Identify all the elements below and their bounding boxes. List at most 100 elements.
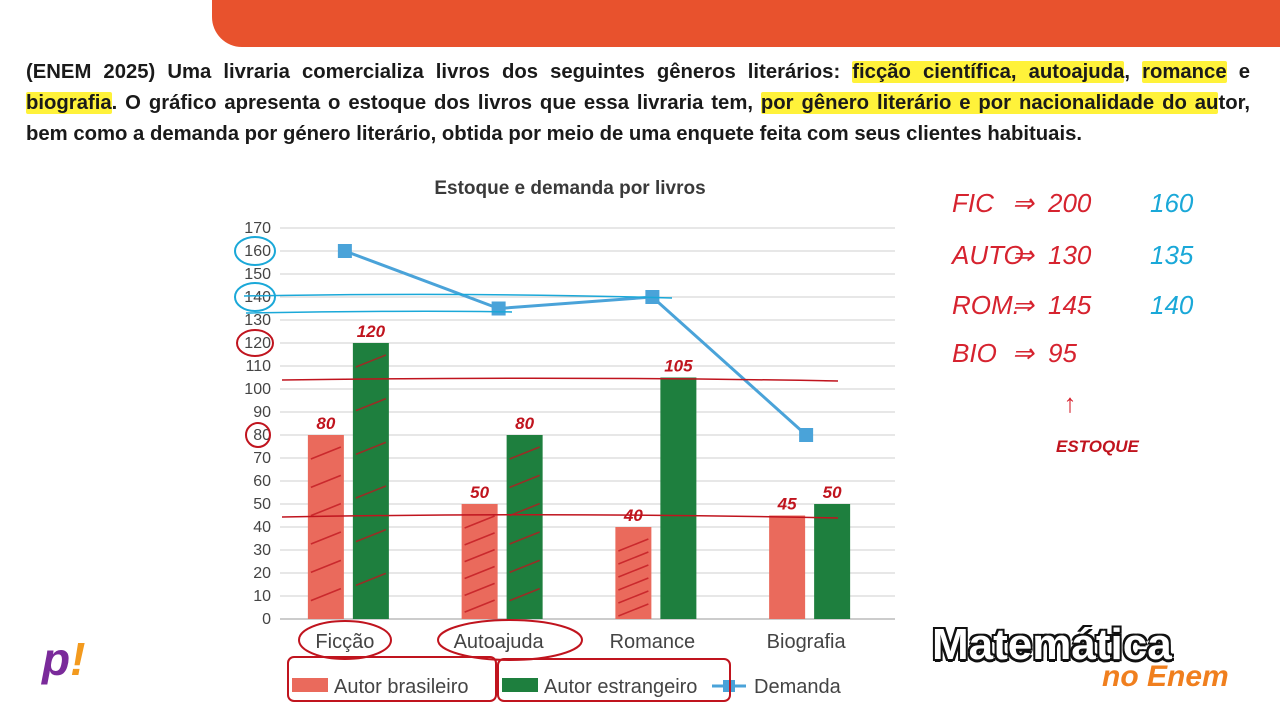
note-stock: 200 xyxy=(1047,188,1092,218)
question-part: (ENEM 2025) Uma livraria comercializa li… xyxy=(26,61,853,83)
legend-label: Demanda xyxy=(754,676,842,698)
y-tick-label: 20 xyxy=(253,565,271,582)
demand-point xyxy=(491,301,506,316)
hatch-mark xyxy=(464,599,495,613)
demand-line xyxy=(344,249,808,437)
brand-title: Matemática xyxy=(932,620,1172,669)
legend-label: Autor estrangeiro xyxy=(544,676,697,698)
x-tick-label: Autoajuda xyxy=(454,631,545,653)
note-label: AUTO xyxy=(950,240,1024,270)
bar xyxy=(352,343,389,619)
note-demand: 160 xyxy=(1150,188,1194,218)
y-tick-label: 110 xyxy=(245,358,271,375)
demand-point xyxy=(337,244,352,258)
tick-circle-blue xyxy=(234,282,276,312)
note-arrow: ⇒ xyxy=(1012,290,1035,320)
hatch-mark xyxy=(618,590,649,604)
y-tick-label: 130 xyxy=(244,312,271,329)
y-tick-label: 0 xyxy=(262,611,271,628)
hatch-mark xyxy=(355,354,387,368)
chart-title: Estoque e demanda por livros xyxy=(434,178,706,199)
x-tick-label: Romance xyxy=(610,631,696,653)
legend-swatch xyxy=(502,678,538,692)
y-tick-label: 10 xyxy=(253,588,271,605)
hatch-mark xyxy=(310,587,342,602)
y-tick-label: 140 xyxy=(244,289,271,306)
y-tick-label: 120 xyxy=(244,335,271,352)
x-tick-label: Ficção xyxy=(315,631,374,653)
brand-subtitle: no Enem xyxy=(1102,660,1229,693)
hatch-mark xyxy=(509,559,540,574)
question-highlight: romance xyxy=(1142,61,1227,83)
bar xyxy=(814,504,851,619)
logo-bang: ! xyxy=(70,633,86,685)
bar xyxy=(615,527,652,619)
hatch-mark xyxy=(509,587,540,602)
hatch-mark xyxy=(618,564,649,578)
guide-line-red xyxy=(281,377,839,382)
note-stock: 95 xyxy=(1048,338,1077,368)
note-arrow: ⇒ xyxy=(1012,338,1035,368)
hatch-mark xyxy=(509,502,540,517)
hatch-mark xyxy=(464,548,495,563)
hatch-mark xyxy=(464,565,495,580)
bar-value-label: 120 xyxy=(357,322,386,341)
bar xyxy=(307,435,344,619)
y-tick-label: 160 xyxy=(244,243,271,260)
y-tick-label: 170 xyxy=(244,220,271,237)
hatch-mark xyxy=(618,603,649,617)
brand-logo-icon: p! xyxy=(42,632,85,686)
question-highlight: por gênero literário e por nacionalidade… xyxy=(760,92,1219,114)
question-part: . O gráfico apresenta o estoque dos livr… xyxy=(111,92,761,114)
note-demand: 140 xyxy=(1150,290,1194,320)
bar-value-label: 80 xyxy=(515,414,534,433)
note-label: ROM. xyxy=(952,290,1020,320)
tick-circle-red xyxy=(245,422,271,448)
y-tick-label: 100 xyxy=(244,381,271,398)
tick-circle-red xyxy=(236,329,274,357)
hatch-mark xyxy=(310,531,342,545)
legend-box-red xyxy=(497,658,731,702)
y-tick-label: 40 xyxy=(253,519,271,536)
note-estoque: ESTOQUE xyxy=(1056,437,1139,456)
hatch-mark xyxy=(355,485,387,499)
note-arrow: ⇒ xyxy=(1012,240,1035,270)
logo-letter: p xyxy=(42,633,71,685)
hatch-mark xyxy=(355,441,387,456)
y-tick-label: 80 xyxy=(253,427,271,444)
y-tick-label: 90 xyxy=(253,404,271,421)
bar-value-label: 50 xyxy=(470,483,489,502)
hatch-mark xyxy=(618,538,649,552)
legend-label: Autor brasileiro xyxy=(334,676,469,698)
hatch-mark xyxy=(310,446,342,460)
category-circle xyxy=(298,620,392,660)
guide-line-blue xyxy=(243,293,673,314)
bar xyxy=(506,435,543,619)
note-demand: 135 xyxy=(1150,240,1194,270)
bar-value-label: 80 xyxy=(316,414,335,433)
hatch-mark xyxy=(310,502,342,517)
hatch-mark xyxy=(509,474,540,489)
y-tick-label: 70 xyxy=(253,450,271,467)
bar xyxy=(769,515,806,619)
bar-value-label: 50 xyxy=(823,483,842,502)
header-accent-band xyxy=(212,0,1280,47)
hatch-mark xyxy=(355,528,387,543)
guide-line-red xyxy=(281,513,839,519)
y-tick-label: 150 xyxy=(244,266,271,283)
bar-value-label: 45 xyxy=(777,495,797,514)
bar xyxy=(660,377,697,619)
hatch-mark xyxy=(464,532,495,546)
hatch-mark xyxy=(355,572,387,587)
note-stock: 145 xyxy=(1048,290,1092,320)
note-label: BIO xyxy=(952,338,997,368)
hatch-mark xyxy=(618,551,649,565)
hatch-mark xyxy=(310,559,342,574)
y-tick-label: 60 xyxy=(253,473,271,490)
legend-swatch xyxy=(292,678,328,692)
hatch-mark xyxy=(509,446,540,460)
bar xyxy=(461,504,498,619)
note-arrow: ⇒ xyxy=(1012,188,1035,218)
y-tick-label: 30 xyxy=(253,542,271,559)
